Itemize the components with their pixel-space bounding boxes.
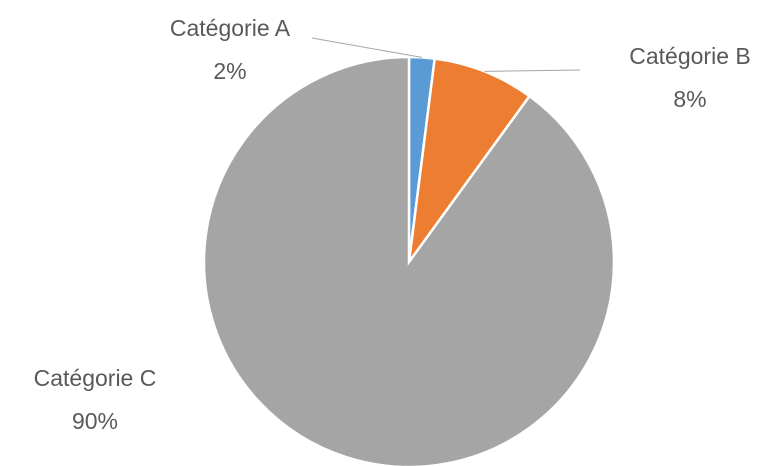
leader-line [484, 69, 581, 72]
category-label: Catégorie A [170, 15, 291, 41]
value-label: 2% [213, 58, 246, 84]
pie-slice [407, 57, 532, 263]
value-label: 8% [673, 86, 706, 112]
leader-line [311, 37, 422, 58]
category-label: Catégorie C [34, 365, 157, 391]
pie-slice [202, 55, 616, 466]
category-label: Catégorie B [629, 43, 750, 69]
value-label: 90% [72, 408, 118, 434]
